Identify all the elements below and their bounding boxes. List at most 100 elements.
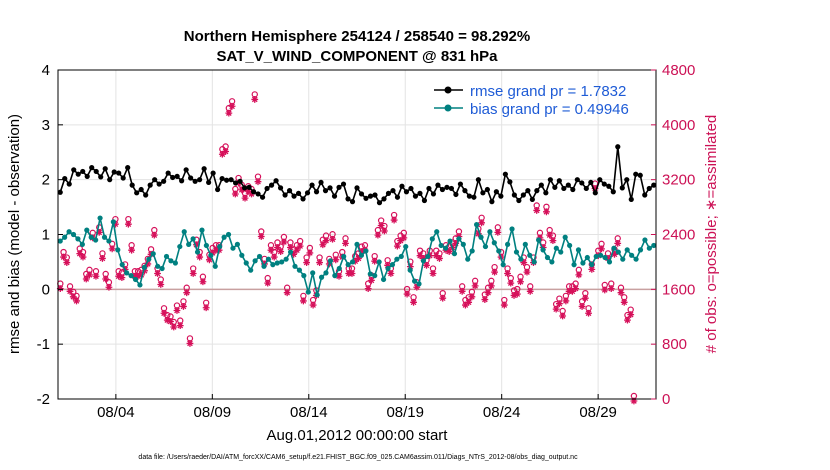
obs-assimilated-marker xyxy=(630,397,638,405)
bias-point xyxy=(531,259,537,265)
bias-point xyxy=(128,273,134,279)
rmse-point xyxy=(610,189,616,195)
rmse-point xyxy=(426,185,432,192)
bias-point xyxy=(509,226,515,232)
obs-assimilated-marker xyxy=(416,252,424,260)
y-right-tick-label-6: 0 xyxy=(662,391,670,408)
obs-assimilated-marker xyxy=(543,208,550,216)
rmse-point xyxy=(633,171,639,177)
bias-point xyxy=(571,262,577,268)
bias-point xyxy=(491,240,497,246)
obs-assimilated-marker xyxy=(423,261,430,269)
bias-point xyxy=(611,245,617,251)
obs-assimilated-marker xyxy=(393,242,401,250)
obs-assimilated-marker xyxy=(397,237,404,245)
obs-assimilated-marker xyxy=(112,220,119,228)
obs-assimilated-marker xyxy=(251,96,259,103)
x-tick-label-1: 08/09 xyxy=(194,404,232,421)
rmse-point xyxy=(439,186,446,193)
rmse-point xyxy=(147,182,153,188)
bias-point xyxy=(181,229,187,235)
bias-point xyxy=(447,238,453,244)
obs-assimilated-marker xyxy=(520,259,528,266)
rmse-point xyxy=(484,186,490,193)
rmse-point xyxy=(165,170,171,176)
legend-bias-label: bias grand pr = 0.49946 xyxy=(470,101,629,118)
obs-assimilated-marker xyxy=(319,241,327,249)
obs-assimilated-marker xyxy=(105,283,113,291)
bias-point xyxy=(75,236,81,242)
bias-point xyxy=(168,258,174,264)
bias-point xyxy=(163,253,170,260)
rmse-point xyxy=(529,196,535,203)
bias-point xyxy=(318,274,325,280)
y-left-axis-ticks: 4 3 2 1 0 -1 -2 xyxy=(37,62,63,408)
rmse-point xyxy=(354,185,360,191)
obs-assimilated-marker xyxy=(487,282,495,290)
rmse-point xyxy=(102,166,108,172)
obs-assimilated-marker xyxy=(173,307,181,314)
bias-point xyxy=(203,242,209,249)
rmse-point xyxy=(646,185,652,192)
rmse-point xyxy=(300,196,306,202)
obs-assimilated-marker xyxy=(196,253,204,261)
obs-assimilated-marker xyxy=(390,216,398,224)
obs-assimilated-marker xyxy=(95,228,103,236)
bias-point xyxy=(398,253,404,260)
rmse-point xyxy=(381,196,387,202)
obs-assimilated-marker xyxy=(137,271,145,279)
rmse-point xyxy=(556,178,562,184)
rmse-point xyxy=(624,177,630,183)
obs-assimilated-marker xyxy=(322,237,330,245)
obs-assimilated-marker xyxy=(484,289,492,297)
x-axis-ticks: 08/04 08/09 08/14 08/19 08/24 08/29 xyxy=(97,394,617,421)
bias-point xyxy=(132,276,139,283)
bias-point xyxy=(124,270,130,276)
obs-assimilated-marker xyxy=(299,297,307,305)
obs-assimilated-marker xyxy=(620,298,628,306)
y-right-tick-label-2: 3200 xyxy=(662,172,695,189)
obs-assimilated-marker xyxy=(241,194,249,202)
obs-assimilated-marker xyxy=(342,239,349,247)
rmse-point xyxy=(322,188,329,194)
obs-assimilated-marker xyxy=(248,190,255,198)
bias-point xyxy=(88,234,94,240)
bias-point xyxy=(474,222,480,228)
rmse-point xyxy=(642,192,648,198)
bias-point xyxy=(567,242,573,249)
bias-point xyxy=(190,236,196,242)
obs-assimilated-marker xyxy=(555,300,563,308)
bias-point xyxy=(301,273,307,279)
bias-point xyxy=(606,259,613,265)
obs-assimilated-marker xyxy=(504,270,511,277)
bias-series xyxy=(57,215,657,298)
rmse-point xyxy=(651,182,657,188)
legend-rmse-label: rmse grand pr = 1.7832 xyxy=(470,83,626,100)
bias-point xyxy=(651,242,657,249)
rmse-point xyxy=(466,193,473,199)
rmse-point xyxy=(453,191,459,198)
rmse-point xyxy=(129,182,135,188)
rmse-point xyxy=(264,185,270,192)
bias-point xyxy=(505,241,511,247)
y-left-tick-label-6: -2 xyxy=(37,391,50,408)
obs-assimilated-marker xyxy=(432,252,440,260)
obs-assimilated-marker xyxy=(202,304,210,312)
obs-assimilated-marker xyxy=(144,260,152,268)
bias-point xyxy=(84,227,90,233)
obs-assimilated-marker xyxy=(500,301,508,309)
bias-point xyxy=(482,243,489,250)
bias-point xyxy=(199,227,205,233)
rmse-point xyxy=(372,192,378,198)
rmse-point xyxy=(75,171,81,177)
obs-assimilated-marker xyxy=(465,298,473,306)
bias-point xyxy=(221,234,227,240)
bias-point xyxy=(283,256,289,262)
obs-assimilated-marker xyxy=(76,250,84,258)
obs-assimilated-marker xyxy=(533,207,541,214)
bias-point xyxy=(522,241,528,247)
chart-title-line2: SAT_V_WIND_COMPONENT @ 831 hPa xyxy=(216,48,498,65)
rmse-point xyxy=(480,190,486,196)
obs-assimilated-marker xyxy=(205,256,213,264)
bias-point xyxy=(172,260,178,266)
